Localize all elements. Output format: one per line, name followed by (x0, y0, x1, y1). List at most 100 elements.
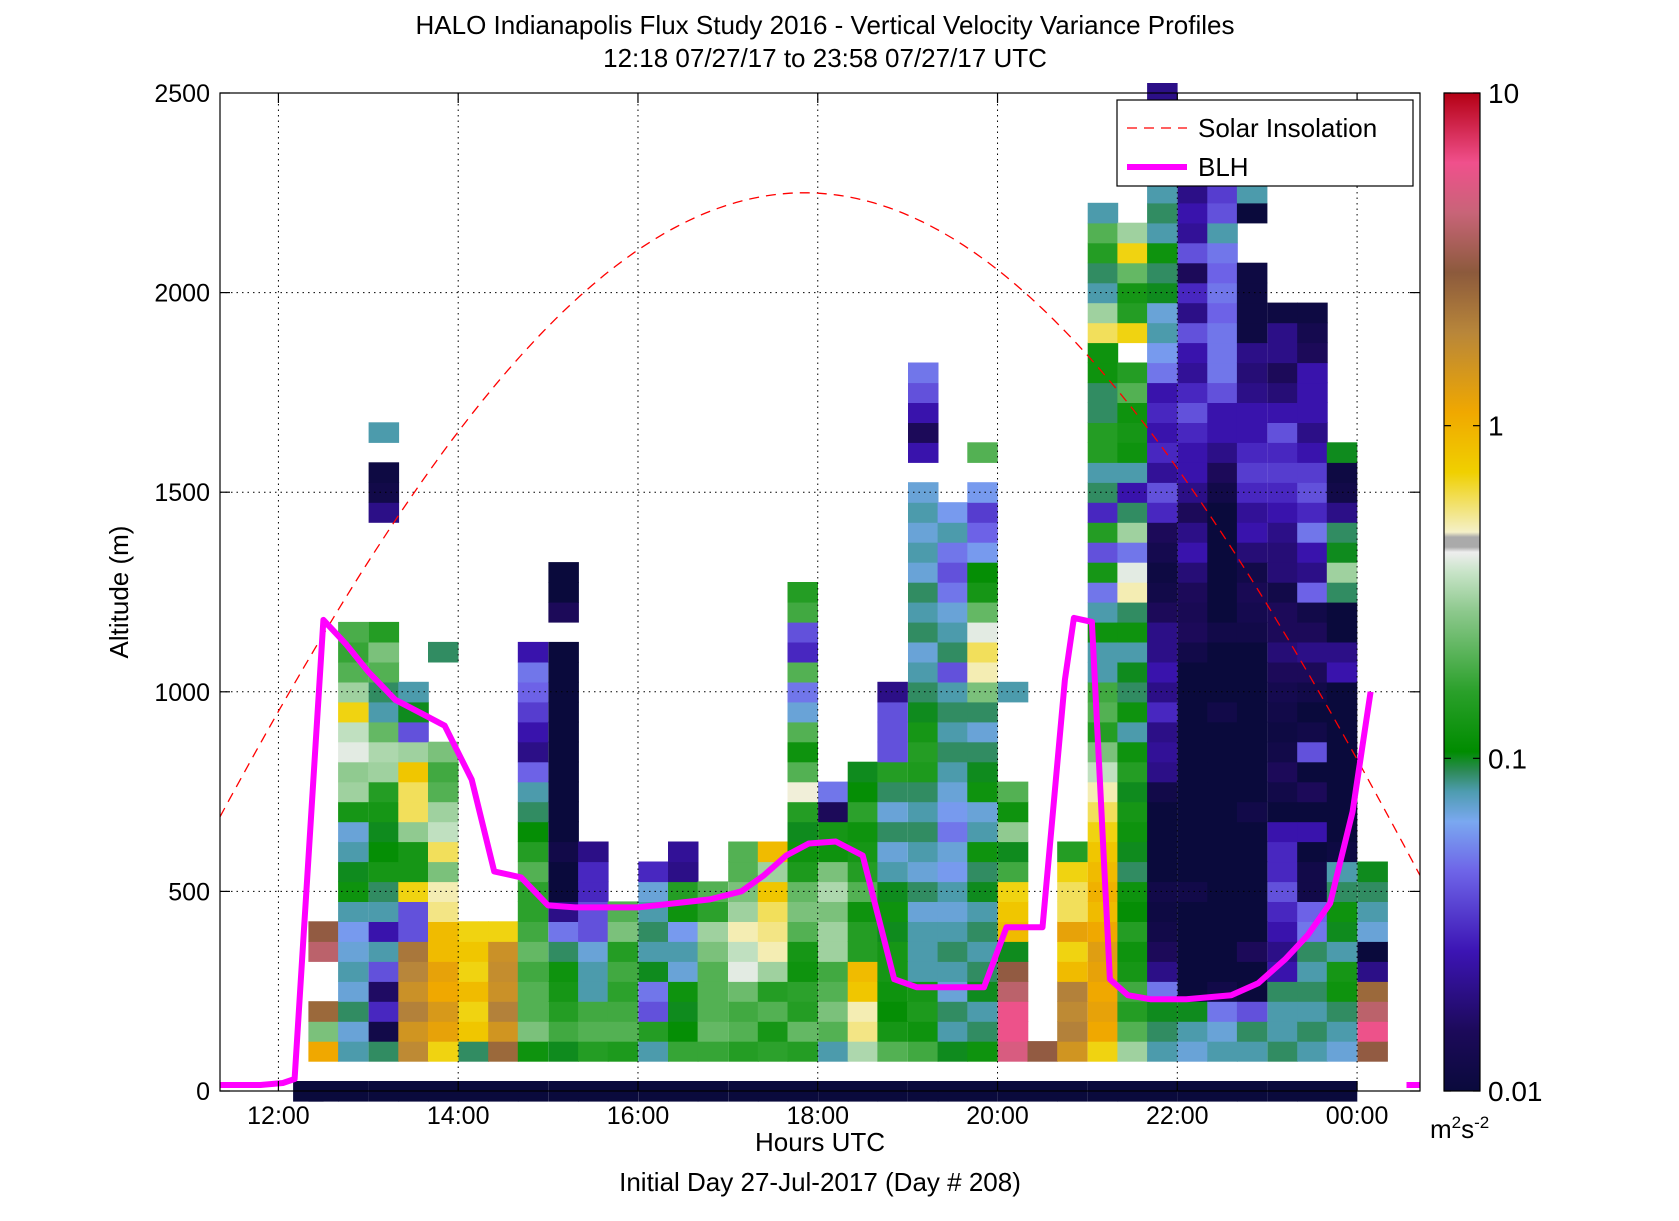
heatmap-cell (1207, 262, 1238, 284)
heatmap-cell (638, 961, 669, 982)
heatmap-cell (1177, 661, 1209, 683)
heatmap-cell (1147, 701, 1178, 723)
heatmap-cell (908, 482, 939, 503)
heatmap-cell (517, 961, 549, 982)
heatmap-cell (517, 901, 549, 922)
heatmap-cell (818, 981, 849, 1002)
heatmap-cell (1177, 262, 1209, 284)
heatmap-cell (1236, 1001, 1268, 1022)
heatmap-cell (548, 941, 579, 962)
heatmap-cell (1147, 522, 1178, 543)
heatmap-cell (1147, 661, 1178, 683)
heatmap-cell (1147, 202, 1178, 224)
heatmap-cell (1326, 941, 1358, 962)
heatmap-cell (728, 961, 759, 982)
colorbar: 0.01 0.1 1 10 m2s-2 (1430, 78, 1543, 1144)
x-tick-label: 16:00 (607, 1102, 670, 1130)
heatmap-cell (1236, 542, 1268, 563)
colorbar-unit-mid: s (1461, 1114, 1474, 1144)
heatmap-cell (908, 422, 939, 443)
heatmap-cell (1087, 402, 1119, 423)
heatmap-cell (1236, 522, 1268, 543)
heatmap-cell (937, 542, 969, 563)
heatmap-cell (908, 681, 939, 703)
heatmap-cell (787, 781, 818, 803)
heatmap-cell (338, 921, 369, 942)
heatmap-cell (787, 841, 818, 863)
heatmap-cell (338, 741, 369, 763)
heatmap-cell (548, 602, 579, 623)
legend-solar-label: Solar Insolation (1198, 113, 1377, 143)
heatmap-cell (1326, 582, 1358, 603)
heatmap-cell (1057, 1041, 1088, 1062)
heatmap-cell (757, 1001, 789, 1022)
heatmap-cell (728, 981, 759, 1002)
heatmap-cell (997, 1021, 1029, 1042)
heatmap-cell (757, 921, 789, 942)
heatmap-cell (1207, 542, 1238, 563)
heatmap-cell (1297, 382, 1328, 403)
heatmap-cell (668, 1001, 699, 1022)
heatmap-cell (517, 661, 549, 683)
heatmap-cell (967, 721, 998, 743)
heatmap-cell (1147, 761, 1178, 783)
heatmap-cell (458, 941, 489, 962)
heatmap-cell (1207, 562, 1238, 583)
heatmap-cell (1236, 701, 1268, 723)
heatmap-cell (1177, 222, 1209, 244)
heatmap-cell (1087, 522, 1119, 543)
heatmap-cell (1147, 462, 1178, 483)
heatmap-cell (338, 621, 369, 643)
heatmap-cell (1177, 721, 1209, 743)
heatmap-cell (458, 1021, 489, 1042)
heatmap-cell (697, 901, 729, 922)
heatmap-cell (1147, 222, 1178, 244)
heatmap-cell (338, 1001, 369, 1022)
heatmap-cell (1236, 1041, 1268, 1062)
heatmap-cell (1147, 961, 1178, 982)
heatmap-cell (937, 1041, 969, 1062)
heatmap-cell (1236, 602, 1268, 623)
heatmap-cell (578, 921, 609, 942)
y-tick-label: 2000 (154, 280, 210, 308)
heatmap-cell (908, 841, 939, 863)
heatmap-cell (787, 582, 818, 603)
heatmap-cell (428, 1041, 459, 1062)
heatmap-cell (1297, 1001, 1328, 1022)
heatmap-cell (967, 482, 998, 503)
heatmap-cell (1087, 262, 1119, 284)
heatmap-cell (1117, 542, 1148, 563)
heatmap-cell (787, 981, 818, 1002)
heatmap-cell (937, 801, 969, 823)
heatmap-cell (757, 981, 789, 1002)
heatmap-cell (1177, 901, 1209, 922)
heatmap-cell (1207, 402, 1238, 423)
heatmap-cell (1057, 941, 1088, 962)
heatmap-cell (1326, 961, 1358, 982)
heatmap-cell (517, 761, 549, 783)
legend: Solar Insolation BLH (1116, 99, 1414, 187)
heatmap-cell (1177, 681, 1209, 703)
heatmap-cell (368, 701, 400, 723)
heatmap-cell (1297, 721, 1328, 743)
heatmap-cell (757, 901, 789, 922)
heatmap-cell (1117, 602, 1148, 623)
heatmap-cell (368, 641, 400, 663)
heatmap-cell (1147, 262, 1178, 284)
heatmap-cell (787, 961, 818, 982)
heatmap-cell (1326, 981, 1358, 1002)
heatmap-cell (607, 961, 639, 982)
heatmap-cell (908, 961, 939, 982)
legend-blh-label: BLH (1198, 152, 1249, 182)
heatmap-cell (1087, 382, 1119, 403)
heatmap-cell (607, 981, 639, 1002)
heatmap-cell (1117, 422, 1148, 443)
heatmap-cell (368, 961, 400, 982)
heatmap-cell (1326, 641, 1358, 663)
heatmap-cells (293, 83, 1388, 1102)
heatmap-cell (1087, 901, 1119, 922)
heatmap-cell (548, 701, 579, 723)
heatmap-cell (668, 901, 699, 922)
heatmap-cell (1087, 222, 1119, 244)
heatmap-cell (398, 721, 429, 743)
